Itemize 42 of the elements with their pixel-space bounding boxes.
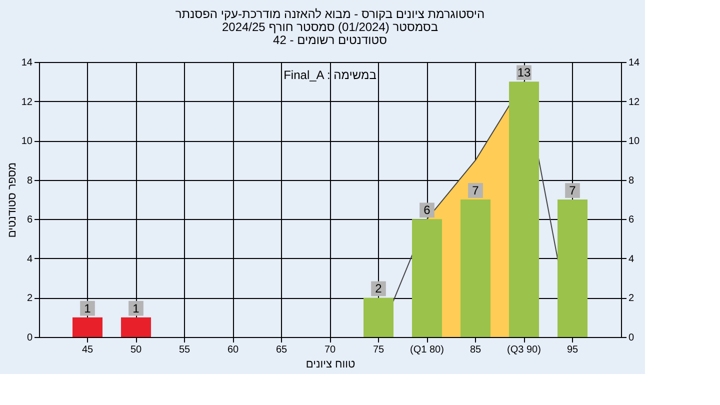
y-tick-label: 14	[21, 58, 33, 68]
x-axis-title: טווח ציונים	[306, 358, 356, 370]
data-label: 1	[132, 301, 140, 316]
data-label: 1	[84, 301, 92, 316]
y-tick-label: 12	[21, 96, 33, 108]
y2-tick-label: 14	[628, 58, 640, 68]
x-tick-label: (Q3 90)	[507, 344, 541, 356]
x-tick-label: 70	[324, 344, 336, 356]
y-tick-label: 8	[26, 175, 33, 186]
data-label: 7	[472, 184, 480, 198]
annotation: Final_A : במשימה	[284, 68, 376, 82]
data-label: 2	[375, 282, 382, 296]
bar	[558, 200, 588, 337]
y2-tick-label: 2	[628, 293, 634, 304]
bar	[460, 200, 490, 337]
y2-tick-label: 8	[628, 175, 634, 186]
y2-tick-label: 10	[628, 136, 640, 148]
x-tick-label: 50	[130, 344, 142, 356]
y-tick-label: 4	[26, 254, 33, 265]
x-tick-label: 85	[470, 344, 482, 356]
x-tick-label: 60	[227, 344, 239, 356]
text: בסמסטר (01/2024) סמסטר חורף 2024/25	[222, 20, 438, 34]
y-tick-label: 10	[21, 136, 33, 148]
x-tick-label: 95	[566, 344, 578, 356]
x-tick-label: 75	[372, 344, 384, 356]
text: סטודנטים רשומים - 42	[273, 33, 387, 47]
x-tick-label: (Q1 80)	[410, 344, 444, 356]
x-tick-label: 55	[178, 344, 190, 356]
y-tick-label: 6	[26, 214, 33, 226]
data-label: 13	[517, 66, 531, 80]
x-tick-label: 65	[276, 344, 288, 356]
y2-tick-label: 12	[628, 96, 640, 108]
y2-tick-label: 4	[628, 254, 634, 265]
data-label: 7	[569, 184, 576, 198]
x-tick-label: 45	[82, 344, 94, 356]
data-label: 6	[424, 203, 431, 218]
y2-tick-label: 6	[628, 214, 634, 226]
text: היסטוגרמת ציונים בקורס - מבוא להאזנה מודרכת-עקי הפסנתר	[175, 7, 485, 21]
y-tick-label: 0	[26, 332, 33, 344]
y2-tick-label: 0	[628, 332, 634, 344]
y-tick-label: 2	[26, 293, 33, 304]
y-axis-title: מספר סטודנטים	[6, 162, 18, 238]
